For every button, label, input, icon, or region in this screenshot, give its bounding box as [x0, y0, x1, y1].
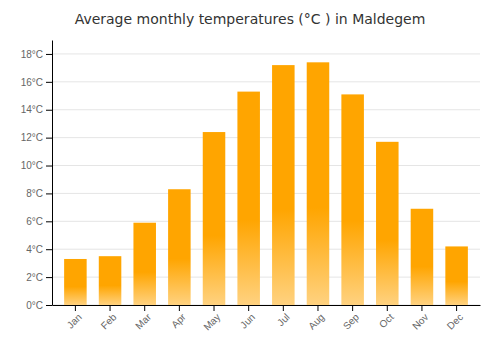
bar — [376, 142, 399, 305]
bar — [307, 62, 330, 305]
tick-mark — [248, 305, 249, 311]
tick: Oct — [377, 305, 396, 330]
tick: 0°C — [26, 300, 52, 311]
bar — [133, 223, 156, 305]
tick-mark — [387, 305, 388, 311]
tick: 6°C — [26, 216, 52, 227]
bar — [237, 92, 260, 305]
tick: Dec — [445, 305, 465, 332]
grid — [52, 54, 480, 305]
tick: 18°C — [21, 49, 52, 60]
tick-mark — [75, 305, 76, 311]
tick-label: Sep — [341, 311, 362, 332]
bars — [64, 62, 468, 305]
tick: Nov — [410, 305, 430, 332]
bar — [445, 246, 468, 305]
tick-label: Mar — [133, 311, 153, 331]
tick: Mar — [133, 305, 153, 331]
tick-label: 18°C — [21, 49, 43, 60]
tick-label: Apr — [169, 311, 188, 330]
bar — [203, 132, 226, 305]
tick: 14°C — [21, 104, 52, 115]
bar — [64, 259, 87, 305]
tick: 10°C — [21, 160, 52, 171]
tick-label: 2°C — [26, 272, 43, 283]
tick-mark — [110, 305, 111, 311]
grid-line — [52, 137, 480, 138]
tick-label: Aug — [306, 311, 326, 331]
tick-mark — [46, 166, 52, 167]
tick-mark — [144, 305, 145, 311]
tick-label: 10°C — [21, 160, 43, 171]
tick: Jul — [275, 305, 292, 328]
tick-mark — [456, 305, 457, 311]
grid-line — [52, 109, 480, 110]
tick: Aug — [306, 305, 326, 332]
bar — [411, 209, 434, 305]
bar — [272, 65, 295, 305]
plot: 0°C 2°C 4°C 6°C 8°C 10°C 12°C 14°C 16°C 18°C Jan Fe… — [21, 41, 481, 333]
tick: May — [201, 305, 222, 333]
tick-label: Oct — [377, 311, 396, 330]
chart-container: 0°C 2°C 4°C 6°C 8°C 10°C 12°C 14°C 16°C 18°C Jan Fe… — [0, 0, 500, 350]
bar — [168, 189, 191, 305]
tick: 16°C — [21, 77, 52, 88]
tick: Apr — [169, 305, 188, 330]
tick-label: 4°C — [26, 244, 43, 255]
tick-label: 12°C — [21, 132, 43, 143]
tick-mark — [46, 54, 52, 55]
tick-mark — [214, 305, 215, 311]
grid-line — [52, 81, 480, 82]
tick-label: 8°C — [26, 188, 43, 199]
tick-label: 0°C — [26, 300, 43, 311]
axis-line — [53, 305, 481, 306]
tick-label: Jun — [238, 311, 257, 330]
tick-mark — [421, 305, 422, 311]
tick-label: Dec — [445, 311, 465, 331]
y-axis: 0°C 2°C 4°C 6°C 8°C 10°C 12°C 14°C 16°C 18°C — [21, 41, 53, 311]
tick-mark — [179, 305, 180, 311]
title: Average monthly temperatures (°C ) in Ma… — [75, 11, 426, 27]
tick-mark — [283, 305, 284, 311]
tick: 12°C — [21, 132, 52, 143]
tick: 2°C — [26, 272, 52, 283]
tick-mark — [46, 138, 52, 139]
tick: Jun — [238, 305, 257, 331]
tick-label: May — [201, 311, 222, 332]
grid-line — [52, 193, 480, 194]
tick-mark — [46, 221, 52, 222]
chart: 0°C 2°C 4°C 6°C 8°C 10°C 12°C 14°C 16°C 18°C Jan Fe… — [0, 0, 500, 350]
tick: 8°C — [26, 188, 52, 199]
tick: Jan — [65, 305, 84, 331]
tick-mark — [46, 277, 52, 278]
tick-label: 16°C — [21, 77, 43, 88]
tick: 4°C — [26, 244, 52, 255]
tick-label: Nov — [410, 311, 430, 331]
tick-label: 14°C — [21, 104, 43, 115]
tick-mark — [46, 305, 52, 306]
tick-label: Jul — [275, 311, 292, 328]
tick-mark — [317, 305, 318, 311]
tick-mark — [352, 305, 353, 311]
bar — [341, 94, 364, 305]
x-axis: Jan Feb Mar Apr May Jun Jul Aug Sep Oct Nov Dec — [53, 305, 481, 333]
grid-line — [52, 165, 480, 166]
grid-line — [52, 53, 480, 54]
tick-mark — [46, 110, 52, 111]
bar — [99, 256, 122, 305]
tick-mark — [46, 82, 52, 83]
tick-mark — [46, 193, 52, 194]
axis-line — [52, 41, 53, 306]
tick: Feb — [99, 305, 119, 331]
tick-label: 6°C — [26, 216, 43, 227]
tick-label: Jan — [65, 311, 84, 330]
tick-label: Feb — [99, 311, 119, 331]
tick-mark — [46, 249, 52, 250]
tick: Sep — [341, 305, 362, 332]
